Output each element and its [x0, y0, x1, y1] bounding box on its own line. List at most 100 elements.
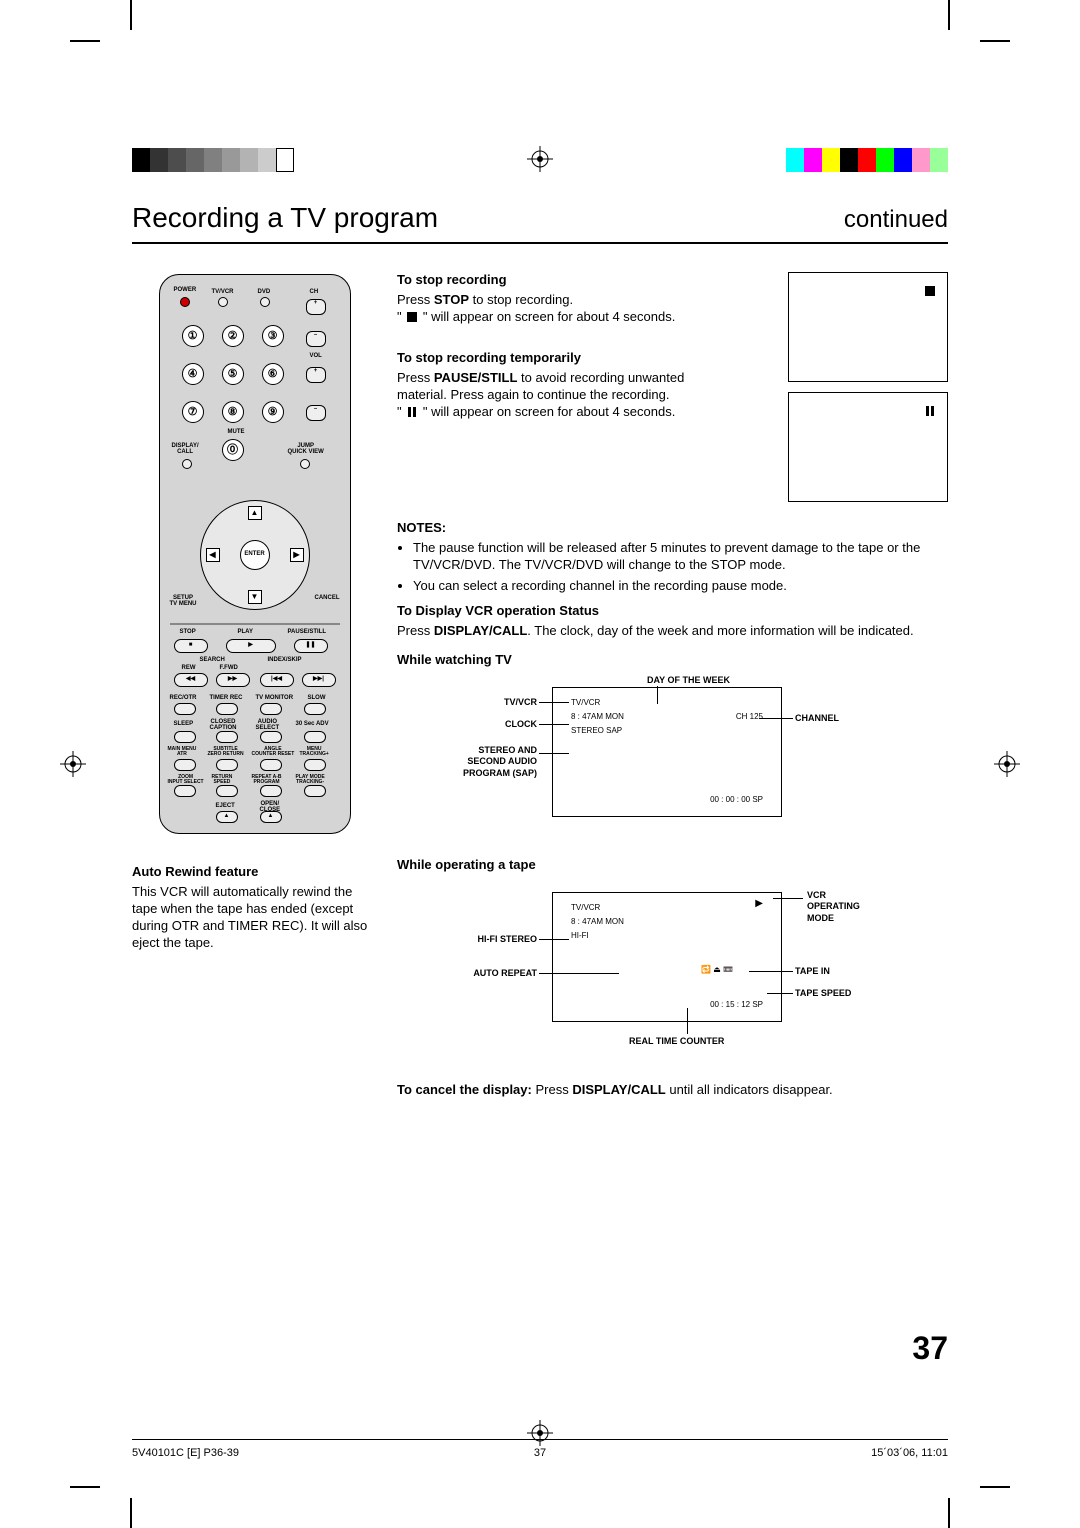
- stop-temp-section: To stop recording temporarily Press PAUS…: [397, 350, 737, 422]
- notes-heading: NOTES:: [397, 520, 948, 537]
- osd-tape-diagram: HI-FI STEREO AUTO REPEAT VCR OPERATING M…: [397, 888, 948, 1058]
- label: CLOSED CAPTION: [210, 719, 237, 731]
- label: SEARCH: [200, 657, 225, 663]
- label: REC/OTR: [170, 695, 197, 701]
- ffwd-icon: ▶▶: [216, 673, 250, 687]
- num-2-icon: ②: [222, 325, 244, 347]
- stop-temp-text: Press PAUSE/STILL to avoid recording unw…: [397, 370, 737, 422]
- text: ": [397, 309, 405, 324]
- label: CH: [310, 289, 319, 295]
- pause-symbol-icon: [407, 405, 417, 422]
- label: SETUP TV MENU: [170, 595, 197, 607]
- label: MUTE: [228, 429, 245, 435]
- remote-illustration: POWER TV/VCR DVD CH + ① ② ③ – VOL ④ ⑤ ⑥ …: [159, 274, 351, 834]
- label: ZOOM INPUT SELECT: [168, 775, 204, 785]
- crop-mark: [948, 1498, 950, 1528]
- menu-icon: [304, 759, 326, 771]
- osd-line: CH 125: [736, 712, 763, 722]
- callout-clock: CLOCK: [477, 719, 537, 731]
- label: PLAY MODE TRACKING-: [296, 775, 325, 785]
- label: REW: [182, 665, 196, 671]
- display-status-heading: To Display VCR operation Status: [397, 603, 948, 620]
- label: PLAY: [238, 629, 253, 635]
- display-status-text: Press DISPLAY/CALL. The clock, day of th…: [397, 623, 948, 640]
- note-item: The pause function will be released afte…: [413, 540, 948, 574]
- jump-icon: [300, 459, 310, 469]
- label: ANGLE COUNTER RESET: [252, 747, 295, 757]
- stop-icon: ■: [174, 639, 208, 653]
- label: MENU TRACKING+: [300, 747, 329, 757]
- text-bold: DISPLAY/CALL: [572, 1082, 665, 1097]
- pause-icon: ❚❚: [294, 639, 328, 653]
- crop-mark: [980, 1486, 1010, 1488]
- label: STOP: [180, 629, 196, 635]
- label: DISPLAY/ CALL: [172, 443, 199, 455]
- footer-left: 5V40101C [E] P36-39: [132, 1446, 404, 1460]
- stop-temp-heading: To stop recording temporarily: [397, 350, 737, 367]
- cancel-display-text: To cancel the display: Press DISPLAY/CAL…: [397, 1082, 948, 1099]
- num-6-icon: ⑥: [262, 363, 284, 385]
- main-menu-icon: [174, 759, 196, 771]
- label: SLOW: [308, 695, 326, 701]
- label: CANCEL: [315, 595, 340, 601]
- continued-label: continued: [844, 204, 948, 235]
- slow-icon: [304, 703, 326, 715]
- operating-label: While operating a tape: [397, 857, 536, 872]
- osd-line: HI-FI: [571, 931, 589, 941]
- color-bar-color: [786, 148, 948, 172]
- adv-icon: [304, 731, 326, 743]
- label: EJECT: [216, 803, 235, 809]
- ch-up-icon: +: [306, 299, 326, 315]
- open-close-icon: ▲: [260, 811, 282, 823]
- auto-rewind-heading: Auto Rewind feature: [132, 864, 377, 881]
- play-mode-icon: [304, 785, 326, 797]
- label: TIMER REC: [210, 695, 243, 701]
- label: F.FWD: [220, 665, 238, 671]
- repeat-ab-icon: [260, 785, 282, 797]
- label: DVD: [258, 289, 271, 295]
- text: until all indicators disappear.: [666, 1082, 833, 1097]
- page-number: 37: [912, 1328, 948, 1370]
- auto-rewind-body: This VCR will automatically rewind the t…: [132, 884, 377, 952]
- auto-rewind-section: Auto Rewind feature This VCR will automa…: [132, 864, 377, 951]
- osd-stop-illustration: [788, 272, 948, 382]
- osd-line: TV/VCR: [571, 903, 600, 913]
- osd-pause-illustration: [788, 392, 948, 502]
- osd-line: STEREO SAP: [571, 726, 622, 736]
- label: INDEX/SKIP: [268, 657, 302, 663]
- registration-mark-icon: [994, 751, 1020, 777]
- vol-up-icon: +: [306, 367, 326, 383]
- footer-right: 15´03´06, 11:01: [676, 1446, 948, 1460]
- skip-back-icon: |◀◀: [260, 673, 294, 687]
- text: Press: [397, 623, 434, 638]
- repeat-tape-icon: 🔁 ⏏ 📼: [701, 965, 733, 975]
- zoom-icon: [174, 785, 196, 797]
- crop-mark: [70, 40, 100, 42]
- rec-icon: [174, 703, 196, 715]
- dpad-icon: ▲ ▼ ◀ ▶ ENTER: [200, 500, 310, 610]
- label: PAUSE/STILL: [288, 629, 327, 635]
- pause-symbol-icon: [923, 403, 937, 421]
- play-symbol-icon: ▶: [755, 897, 763, 910]
- notes-section: NOTES: The pause function will be releas…: [397, 520, 948, 595]
- page-content: Recording a TV program continued POWER T…: [132, 200, 948, 1400]
- crop-mark: [70, 1486, 100, 1488]
- callout-hifi: HI-FI STEREO: [455, 934, 537, 946]
- crop-mark: [130, 0, 132, 30]
- callout-channel: CHANNEL: [795, 713, 839, 725]
- osd-screen: TV/VCR 8 : 47AM MON HI-FI ▶ 🔁 ⏏ 📼 00 : 1…: [552, 892, 782, 1022]
- cc-icon: [216, 731, 238, 743]
- num-8-icon: ⑧: [222, 401, 244, 423]
- text-bold: PAUSE/STILL: [434, 370, 518, 385]
- skip-fwd-icon: ▶▶|: [302, 673, 336, 687]
- tvvcr-button-icon: [218, 297, 228, 307]
- return-icon: [216, 785, 238, 797]
- rew-icon: ◀◀: [174, 673, 208, 687]
- label: TV/VCR: [212, 289, 234, 295]
- label: RETURN SPEED: [212, 775, 233, 785]
- label: MAIN MENU ATR: [168, 747, 197, 757]
- label: REPEAT A-B PROGRAM: [252, 775, 282, 785]
- label: POWER: [174, 287, 197, 293]
- callout-sap: STEREO AND SECOND AUDIO PROGRAM (SAP): [429, 745, 537, 780]
- timer-rec-icon: [216, 703, 238, 715]
